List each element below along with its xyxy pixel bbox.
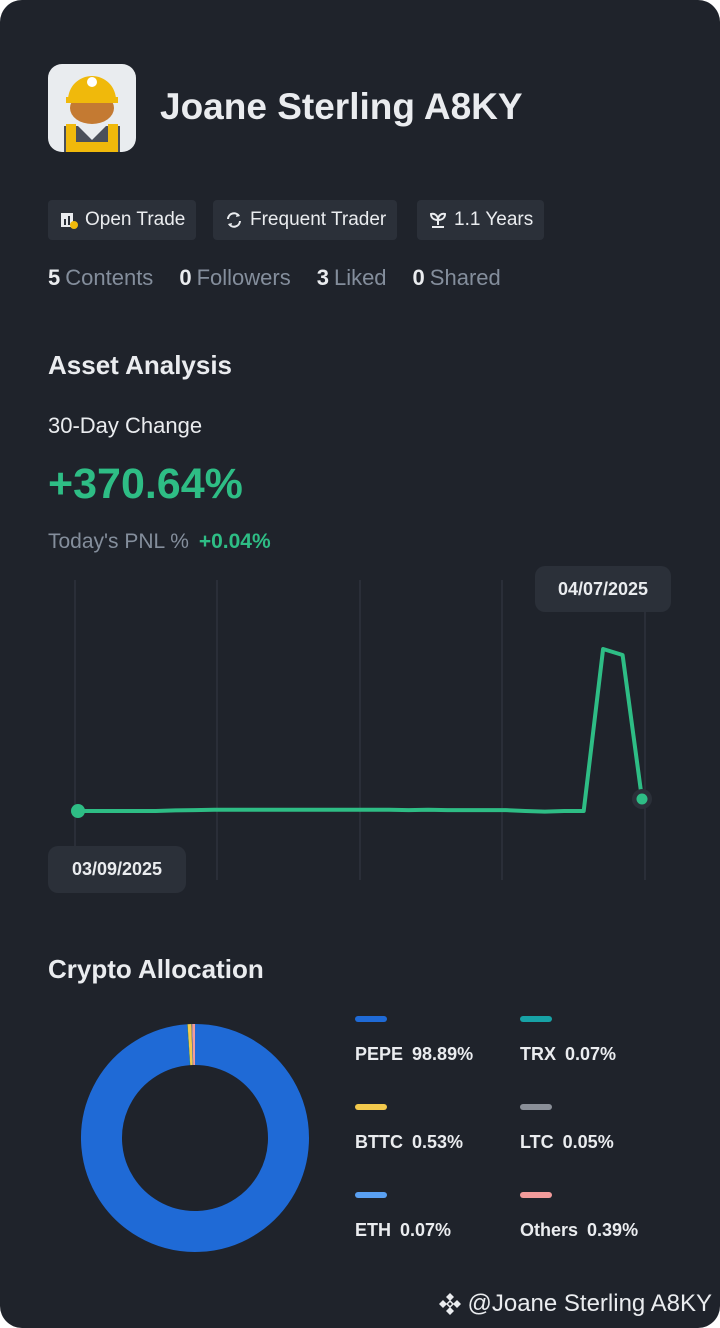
stat-label: Liked <box>333 265 387 290</box>
legend-item: LTC 0.05% <box>520 1104 614 1153</box>
avatar <box>48 64 136 152</box>
line-chart <box>71 580 652 880</box>
badge: Open Trade <box>48 200 197 240</box>
legend-swatch <box>520 1192 552 1198</box>
badge-text: Open Trade <box>85 209 186 230</box>
badge-text: Frequent Trader <box>250 209 387 230</box>
stat-label: Shared <box>429 265 501 290</box>
logo <box>439 1293 462 1315</box>
legend-item: PEPE 98.89% <box>355 1016 474 1065</box>
legend-name: BTTC <box>355 1132 403 1152</box>
donut-chart <box>81 1024 309 1252</box>
change-label: 30-Day Change <box>48 413 203 438</box>
pnl-label: Today's PNL % <box>48 530 189 553</box>
legend-value: 0.07% <box>400 1220 452 1240</box>
stat: 0 Shared <box>413 265 501 291</box>
stat-value: 3 <box>316 265 329 290</box>
legend-value: 98.89% <box>412 1044 474 1064</box>
legend-item: ETH 0.07% <box>355 1192 452 1241</box>
legend-name: ETH <box>355 1220 391 1240</box>
legend-value: 0.05% <box>562 1132 614 1152</box>
legend-item: TRX 0.07% <box>520 1016 617 1065</box>
end-date-tooltip: 04/07/2025 <box>535 566 671 612</box>
stats-row: 5 Contents 0 Followers 3 Liked 0 Shared <box>48 265 527 291</box>
badge-icon <box>227 212 241 228</box>
legend-swatch <box>355 1104 387 1110</box>
stat: 3 Liked <box>317 265 387 291</box>
badge-icon <box>429 212 447 228</box>
section-title: Crypto Allocation <box>48 954 264 984</box>
data-line <box>78 647 644 814</box>
pnl-value: +0.04% <box>198 530 271 553</box>
stat-value: 0 <box>179 265 192 290</box>
legend-swatch <box>355 1016 387 1022</box>
legend-item: Others 0.39% <box>520 1192 639 1241</box>
stat-label: Contents <box>65 265 154 290</box>
legend-name: LTC <box>520 1132 554 1152</box>
badge: Frequent Trader <box>213 200 398 240</box>
donut-slice <box>81 1024 309 1252</box>
legend-name: Others <box>520 1220 579 1240</box>
legend-swatch <box>520 1104 552 1110</box>
legend-name: PEPE <box>355 1044 404 1064</box>
legend-item: BTTC 0.53% <box>355 1104 464 1153</box>
start-dot <box>71 804 85 818</box>
stat: 5 Contents <box>48 265 153 291</box>
stat-label: Followers <box>196 265 291 290</box>
start-date-tooltip: 03/09/2025 <box>48 846 186 893</box>
section-title: Asset Analysis <box>48 350 233 380</box>
legend-swatch <box>520 1016 552 1022</box>
legend-swatch <box>355 1192 387 1198</box>
badge: 1.1 Years <box>417 200 545 240</box>
legend-value: 0.53% <box>412 1132 464 1152</box>
badge-text: 1.1 Years <box>454 209 534 230</box>
user-name: Joane Sterling A8KY <box>160 86 523 127</box>
end-dot <box>636 793 648 805</box>
stat-value: 5 <box>48 265 61 290</box>
stat: 0 Followers <box>179 265 290 291</box>
footer-handle: @Joane Sterling A8KY <box>467 1290 712 1317</box>
legend-name: TRX <box>520 1044 556 1064</box>
footer: @Joane Sterling A8KY <box>437 1290 712 1318</box>
pnl-row: Today's PNL % +0.04% <box>48 530 271 554</box>
badge-icon <box>61 213 78 229</box>
legend-value: 0.39% <box>587 1220 639 1240</box>
stat-value: 0 <box>412 265 425 290</box>
change-value: +370.64% <box>48 460 243 508</box>
legend-value: 0.07% <box>565 1044 617 1064</box>
